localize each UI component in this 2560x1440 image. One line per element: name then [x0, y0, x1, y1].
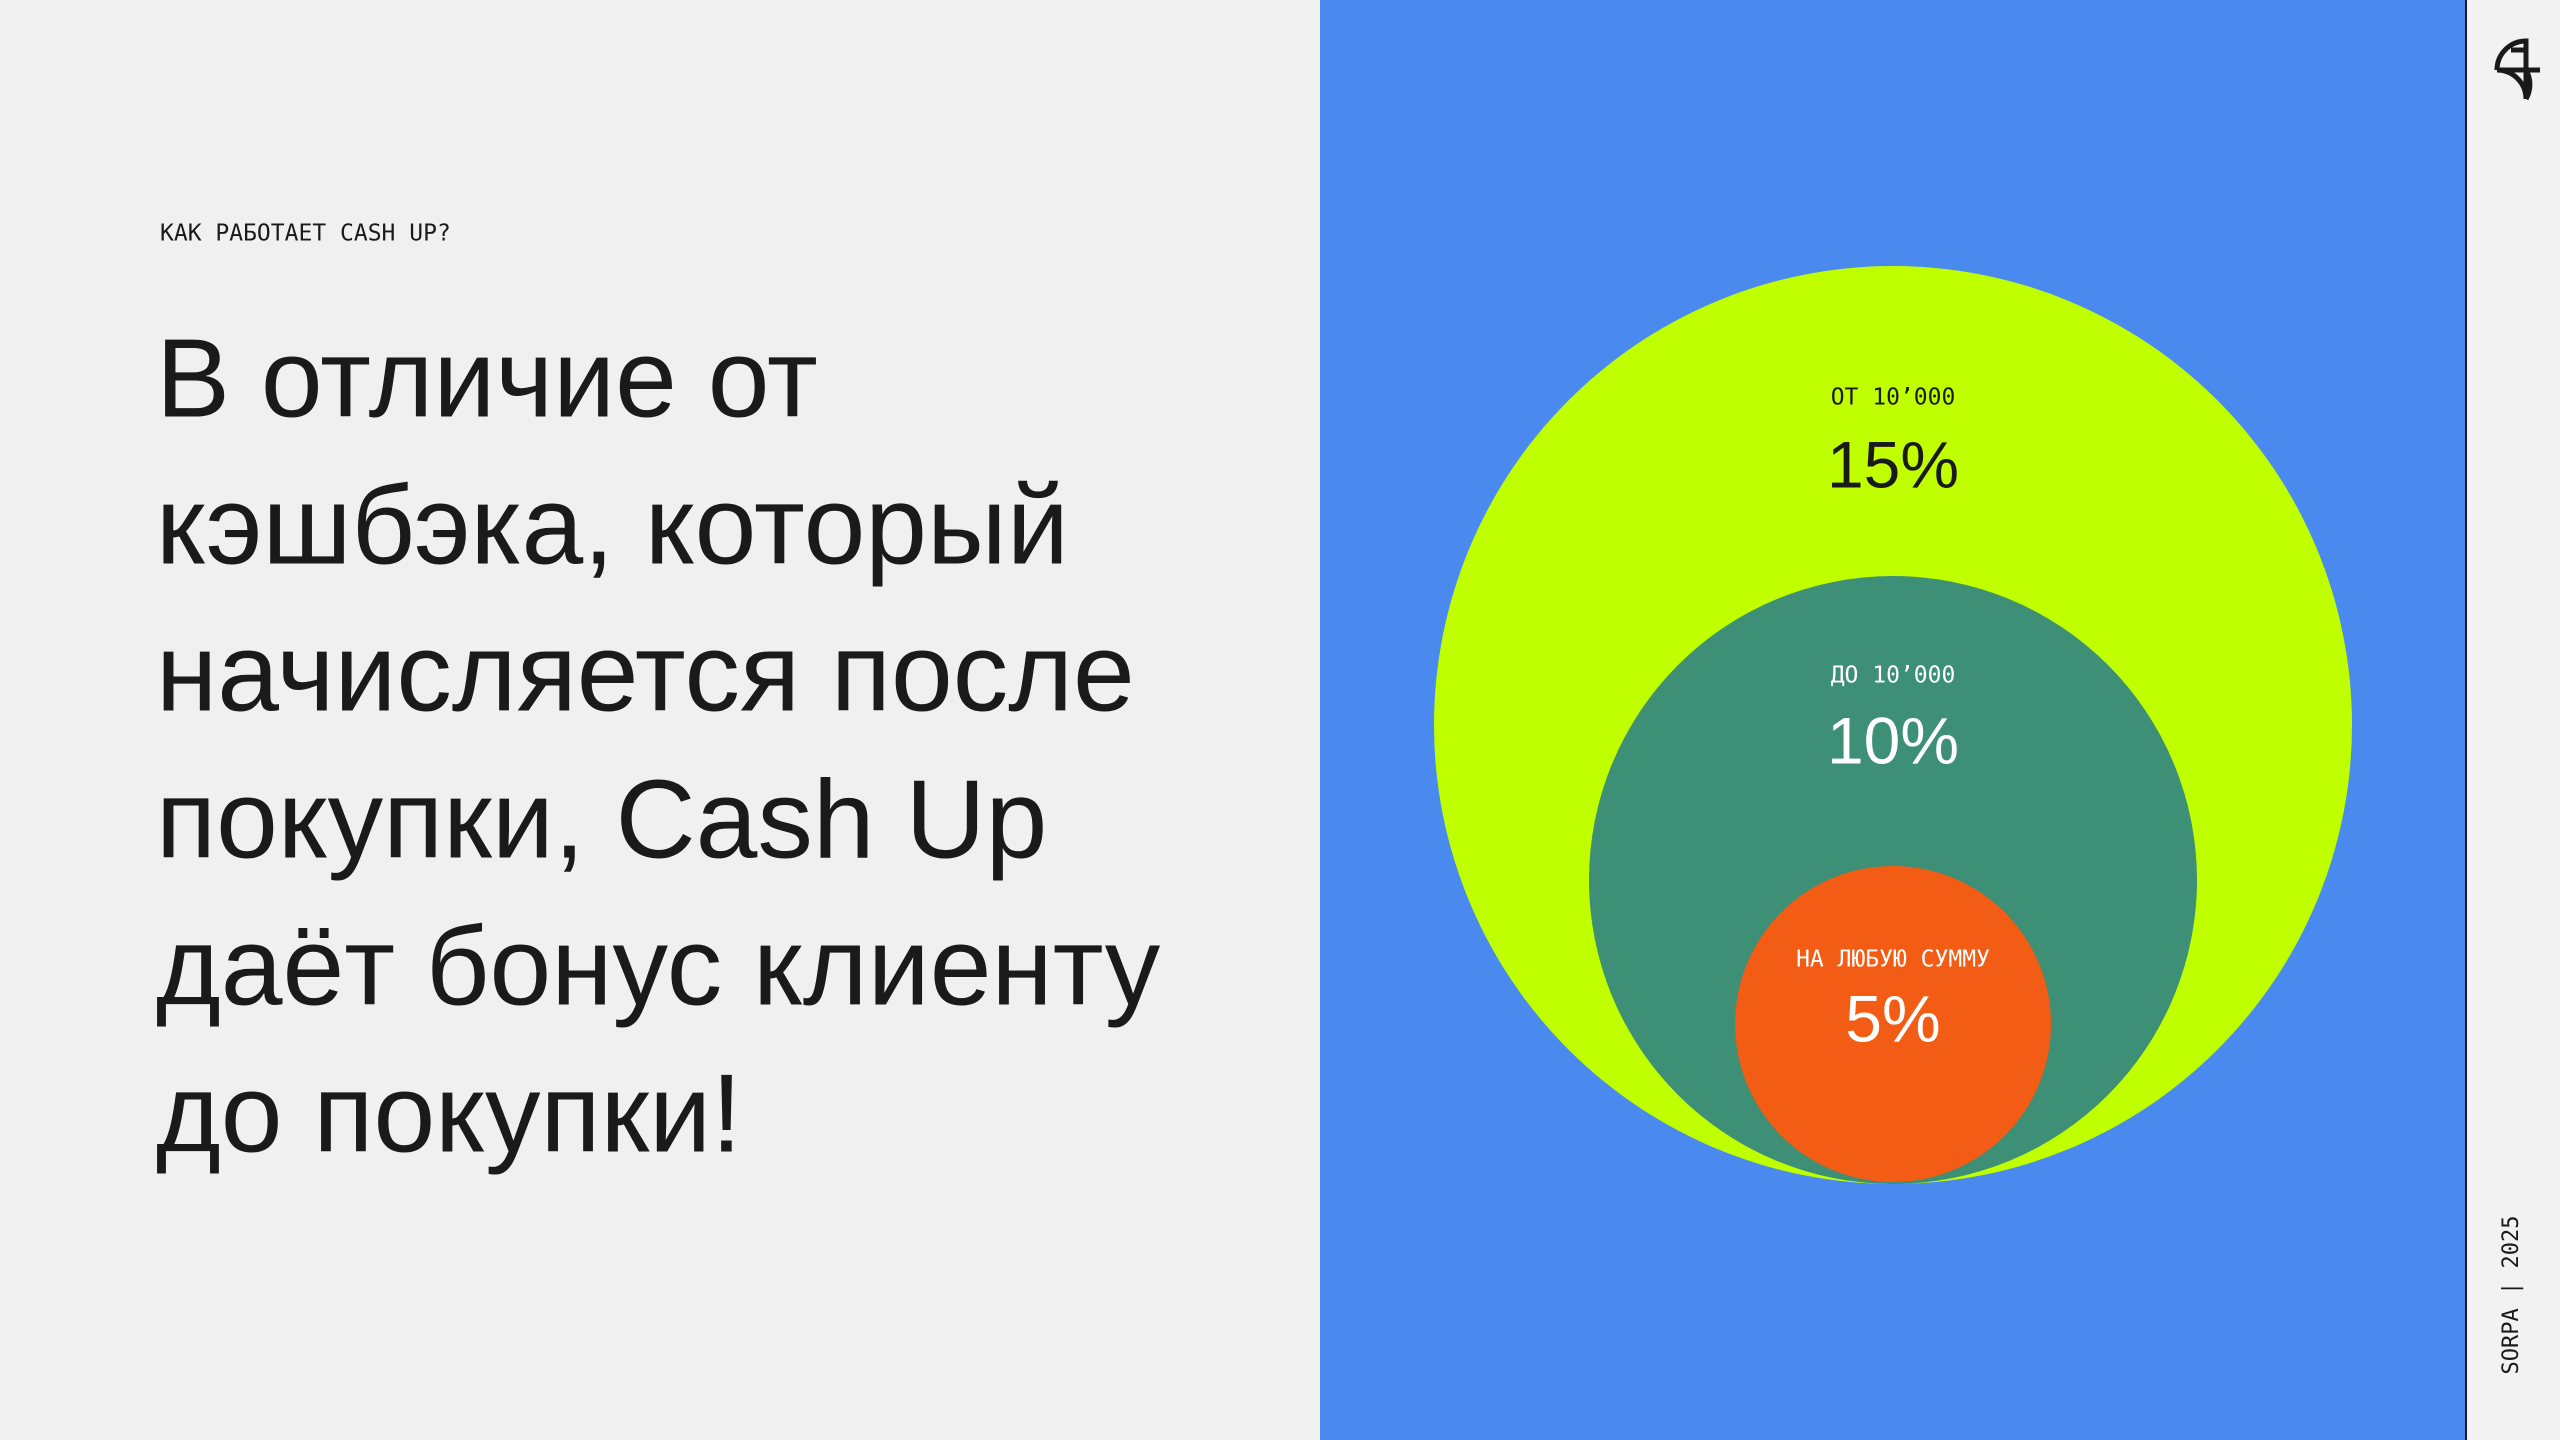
brand-footer: SORPA | 2025 — [2499, 1216, 2524, 1375]
side-strip — [2466, 0, 2560, 1440]
headline: В отличие от кэшбэка, который начисляется … — [156, 316, 1161, 1175]
left-panel — [0, 0, 1320, 1440]
headline-line: В отличие от — [156, 316, 818, 440]
tier-label: ОТ 10’000 — [1831, 385, 1956, 411]
tier-label: НА ЛЮБУЮ СУММУ — [1796, 947, 1990, 973]
tier-rate: 10% — [1827, 703, 1959, 777]
headline-line: кэшбэка, который — [156, 463, 1069, 587]
headline-line: даёт бонус клиенту — [156, 904, 1161, 1028]
inner-circle — [1735, 866, 2051, 1182]
eyebrow: КАК РАБОТАЕТ CASH UP? — [160, 221, 451, 247]
tier-rate: 15% — [1827, 427, 1959, 501]
logo — [2494, 38, 2540, 101]
tier-rate: 5% — [1845, 981, 1940, 1055]
headline-line: до покупки! — [156, 1051, 742, 1175]
headline-line: начисляется после — [156, 610, 1135, 734]
tier-label: ДО 10’000 — [1831, 663, 1956, 689]
headline-line: покупки, Cash Up — [156, 757, 1047, 881]
